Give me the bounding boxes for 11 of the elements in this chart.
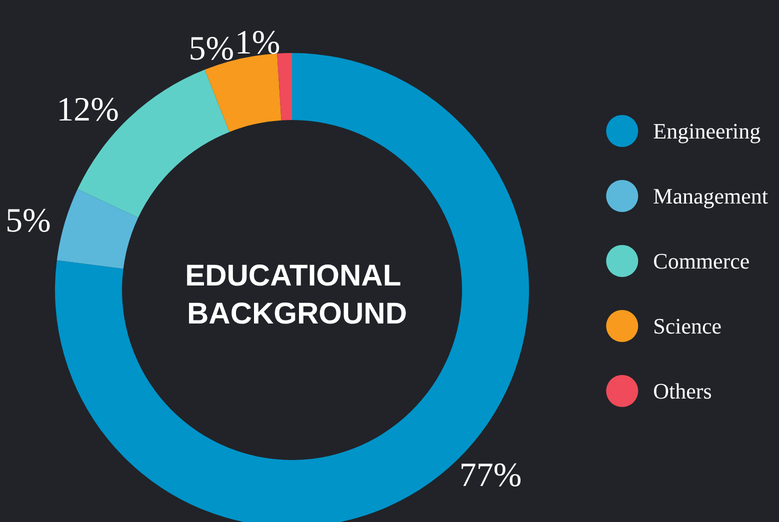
- legend-label: Engineering: [653, 118, 761, 144]
- legend-label: Others: [653, 378, 712, 404]
- data-label: 5%: [188, 30, 234, 68]
- data-label: 1%: [234, 24, 280, 62]
- legend-label: Science: [653, 314, 722, 338]
- data-label: 77%: [459, 456, 522, 494]
- data-label: 12%: [56, 91, 119, 128]
- data-label: 5%: [5, 202, 51, 240]
- legend-label: Commerce: [653, 248, 750, 274]
- legend-label: Management: [653, 184, 768, 208]
- text: EDUCATIONAL BACKGROUND: [185, 260, 409, 330]
